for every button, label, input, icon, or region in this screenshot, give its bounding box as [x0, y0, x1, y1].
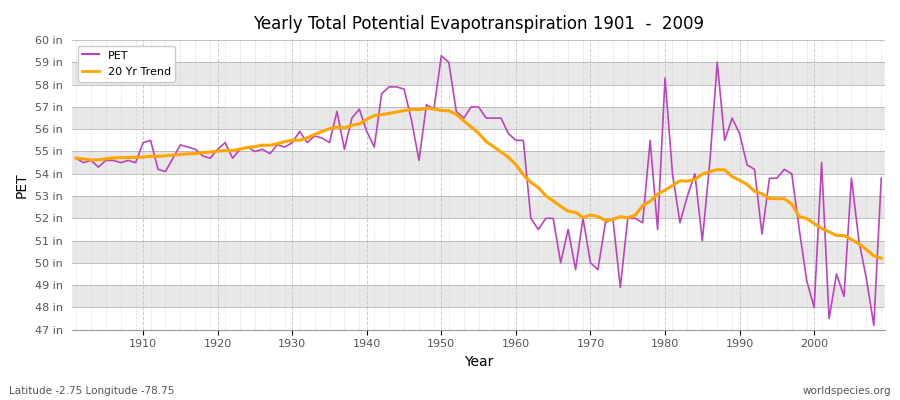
PET: [339, 147, 350, 152]
20 Yr Trend: [518, 172, 529, 177]
PET: [294, 129, 305, 134]
20 Yr Trend: [130, 155, 141, 160]
PET: [608, 216, 618, 221]
Y-axis label: PET: PET: [15, 172, 29, 198]
Legend: PET, 20 Yr Trend: PET, 20 Yr Trend: [77, 46, 176, 82]
Bar: [72, 196, 885, 218]
Text: worldspecies.org: worldspecies.org: [803, 386, 891, 396]
20 Yr Trend: [70, 156, 81, 160]
Bar: [72, 218, 885, 241]
PET: [70, 156, 81, 160]
20 Yr Trend: [608, 217, 618, 222]
Bar: [72, 152, 885, 174]
Bar: [72, 174, 885, 196]
PET: [130, 160, 141, 165]
Bar: [72, 241, 885, 263]
Line: 20 Yr Trend: 20 Yr Trend: [76, 108, 881, 258]
Bar: [72, 40, 885, 62]
PET: [510, 138, 521, 143]
PET: [868, 323, 879, 328]
Bar: [72, 85, 885, 107]
Bar: [72, 263, 885, 285]
20 Yr Trend: [510, 162, 521, 167]
Line: PET: PET: [76, 56, 881, 325]
20 Yr Trend: [339, 125, 350, 130]
Bar: [72, 285, 885, 308]
PET: [436, 53, 446, 58]
Bar: [72, 308, 885, 330]
Bar: [72, 62, 885, 85]
X-axis label: Year: Year: [464, 355, 493, 369]
20 Yr Trend: [876, 256, 886, 261]
PET: [876, 176, 886, 181]
20 Yr Trend: [421, 106, 432, 111]
Bar: [72, 129, 885, 152]
20 Yr Trend: [294, 138, 305, 142]
Title: Yearly Total Potential Evapotranspiration 1901  -  2009: Yearly Total Potential Evapotranspiratio…: [253, 15, 704, 33]
Text: Latitude -2.75 Longitude -78.75: Latitude -2.75 Longitude -78.75: [9, 386, 175, 396]
Bar: [72, 107, 885, 129]
PET: [518, 138, 529, 143]
